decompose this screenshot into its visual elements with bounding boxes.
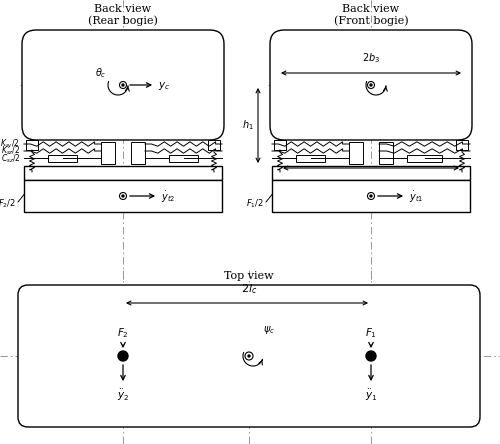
Circle shape (120, 82, 126, 88)
Text: Back view
(Rear bogie): Back view (Rear bogie) (88, 4, 158, 26)
Circle shape (248, 355, 250, 357)
Text: $K_{sy}/2$: $K_{sy}/2$ (0, 138, 20, 151)
Bar (48, 155, 77, 162)
Bar (456, 140, 468, 150)
Text: $\ddot{y}_1$: $\ddot{y}_1$ (365, 388, 377, 403)
Text: $F_2/2$: $F_2/2$ (0, 198, 16, 210)
Text: $F_2$: $F_2$ (117, 326, 129, 340)
Circle shape (366, 351, 376, 361)
Bar (272, 180, 470, 212)
Text: $F_1/2$: $F_1/2$ (246, 198, 264, 210)
Text: $2l_c$: $2l_c$ (241, 282, 257, 296)
Text: $\psi_c$: $\psi_c$ (263, 324, 275, 336)
Bar (26, 140, 38, 150)
Text: $\dot{y}_{t1}$: $\dot{y}_{t1}$ (409, 190, 424, 205)
Text: $C_{sz}/2$: $C_{sz}/2$ (0, 153, 20, 165)
Circle shape (122, 195, 124, 197)
Bar (379, 142, 393, 164)
Bar (169, 155, 198, 162)
Bar (208, 140, 220, 150)
FancyBboxPatch shape (18, 285, 480, 427)
Circle shape (368, 193, 374, 199)
Bar (272, 166, 470, 180)
Text: $\theta_c$: $\theta_c$ (95, 66, 107, 80)
Bar (407, 155, 442, 162)
Circle shape (120, 193, 126, 199)
Text: $K_{sz}/2$: $K_{sz}/2$ (1, 145, 20, 157)
Bar (349, 142, 363, 164)
Text: $2b_3$: $2b_3$ (362, 51, 380, 65)
Text: $h_1$: $h_1$ (242, 118, 254, 132)
Circle shape (245, 352, 253, 360)
Text: $2b_2$: $2b_2$ (362, 171, 380, 185)
Bar (24, 166, 222, 180)
Text: Top view: Top view (224, 271, 274, 281)
Bar (274, 140, 286, 150)
Bar (24, 180, 222, 212)
Circle shape (370, 84, 372, 86)
Bar (101, 142, 115, 164)
Text: $F_1$: $F_1$ (365, 326, 377, 340)
Circle shape (370, 195, 372, 197)
FancyBboxPatch shape (22, 30, 224, 140)
Bar (131, 142, 145, 164)
FancyBboxPatch shape (270, 30, 472, 140)
Text: Back view
(Front bogie): Back view (Front bogie) (334, 4, 408, 26)
Text: $y_c$: $y_c$ (158, 80, 170, 92)
Circle shape (118, 351, 128, 361)
Text: $\ddot{y}_2$: $\ddot{y}_2$ (117, 388, 129, 403)
Bar (296, 155, 325, 162)
Text: $\dot{y}_{t2}$: $\dot{y}_{t2}$ (161, 190, 176, 205)
Circle shape (122, 84, 124, 86)
Circle shape (368, 82, 374, 88)
